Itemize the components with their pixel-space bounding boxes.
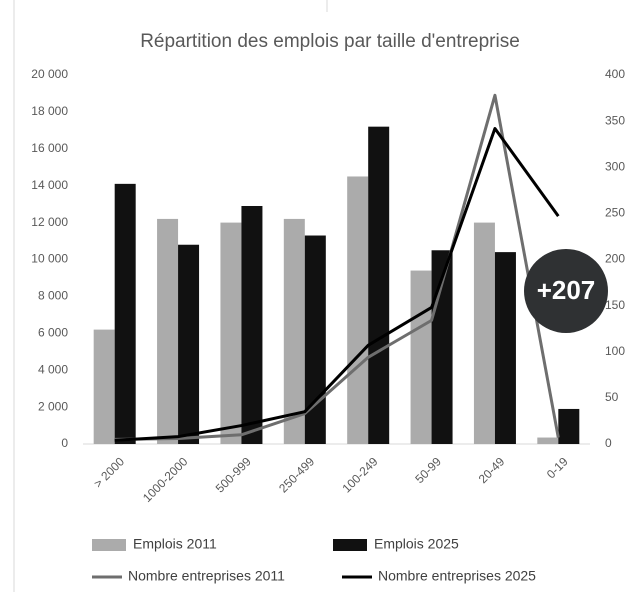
x-tick-label: 1000-2000 (140, 454, 191, 505)
x-tick-label: > 2000 (91, 454, 127, 490)
bar (410, 270, 432, 444)
bar (558, 408, 580, 444)
legend-label: Emplois 2011 (133, 536, 217, 552)
y2-tick-label: 250 (605, 206, 625, 220)
badge-bg (524, 249, 608, 333)
bar (304, 235, 326, 444)
y2-tick-label: 50 (605, 390, 619, 404)
y-tick-label: 8 000 (38, 289, 68, 303)
y2-tick-label: 350 (605, 113, 625, 127)
y-tick-label: 10 000 (31, 252, 68, 266)
bar (178, 244, 200, 444)
y2-tick-label: 150 (605, 298, 625, 312)
legend-swatch (92, 539, 126, 551)
bar (241, 205, 263, 444)
x-tick-label: 100-249 (340, 454, 381, 495)
y-tick-label: 6 000 (38, 325, 68, 339)
x-tick-label: 250-499 (276, 454, 317, 495)
x-tick-label: 20-49 (476, 454, 508, 486)
bar (494, 252, 516, 444)
bar (93, 329, 115, 444)
y-tick-label: 18 000 (31, 104, 68, 118)
line (114, 93, 560, 441)
legend-label: Emplois 2025 (374, 536, 459, 552)
y-tick-label: 14 000 (31, 178, 68, 192)
y2-tick-label: 400 (605, 67, 625, 81)
x-tick-label: 0-19 (544, 454, 571, 481)
legend-label: Nombre entreprises 2011 (128, 568, 285, 584)
y-tick-label: 16 000 (31, 141, 68, 155)
y2-tick-label: 300 (605, 159, 625, 173)
y2-tick-label: 100 (605, 344, 625, 358)
bar (283, 218, 305, 444)
legend-swatch (333, 539, 367, 551)
legend-label: Nombre entreprises 2025 (378, 568, 536, 584)
bar (220, 222, 242, 444)
y-tick-label: 0 (61, 436, 68, 450)
line (114, 127, 560, 442)
y2-tick-label: 0 (605, 436, 612, 450)
chart-title: Répartition des emplois par taille d'ent… (140, 31, 520, 52)
y-tick-label: 20 000 (31, 67, 68, 81)
bar (537, 437, 559, 444)
y-tick-label: 12 000 (31, 215, 68, 229)
y2-tick-label: 200 (605, 252, 625, 266)
bar (347, 176, 369, 444)
bar (157, 218, 179, 444)
y-tick-label: 2 000 (38, 399, 68, 413)
y-tick-label: 4 000 (38, 362, 68, 376)
x-tick-label: 500-999 (213, 454, 254, 495)
bar (368, 126, 390, 444)
bar (473, 222, 495, 444)
badge: +207 (537, 275, 596, 305)
x-tick-label: 50-99 (412, 454, 444, 486)
bar (114, 183, 136, 445)
